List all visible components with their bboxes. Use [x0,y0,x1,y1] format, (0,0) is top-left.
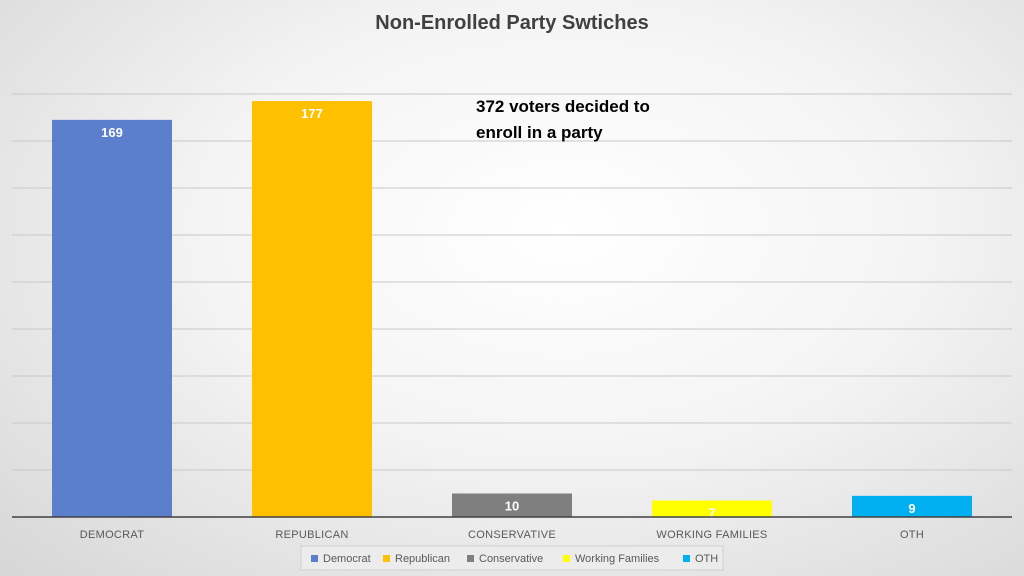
legend-swatch-oth [683,555,690,562]
data-label-conservative: 10 [505,499,519,514]
bars [52,101,972,518]
x-axis-tick-labels: DEMOCRAT REPUBLICAN CONSERVATIVE WORKING FA… [80,529,924,541]
chart-title: Non-Enrolled Party Swtiches [375,12,648,34]
bar-working-families [652,500,772,517]
data-label-oth: 9 [908,501,915,516]
tick-label-democrat: DEMOCRAT [80,529,145,541]
tick-label-conservative: CONSERVATIVE [468,529,556,541]
tick-label-oth: OTH [900,529,924,541]
tick-label-republican: REPUBLICAN [275,529,348,541]
data-label-republican: 177 [301,106,323,121]
data-labels: 169 177 10 7 9 [101,106,915,521]
legend-box [300,545,724,571]
legend-label-republican: Republican [395,553,450,565]
legend-swatch-working-families [563,555,570,562]
annotation-line-2: enroll in a party [476,123,603,142]
data-label-working-families: 7 [708,506,715,521]
tick-label-working-families: WORKING FAMILIES [656,529,767,541]
bar-democrat [52,119,172,517]
legend-label-working-families: Working Families [575,553,660,565]
legend-label-oth: OTH [695,553,718,565]
legend-swatch-democrat [311,555,318,562]
annotation: 372 voters decided to enroll in a party [476,97,650,142]
bar-republican [252,101,372,518]
legend-swatch-republican [383,555,390,562]
gridlines [12,93,1012,471]
legend-swatch-conservative [467,555,474,562]
bar-oth [852,495,972,517]
legend-label-democrat: Democrat [323,553,371,565]
legend-label-conservative: Conservative [479,553,543,565]
data-label-democrat: 169 [101,125,123,140]
legend: Democrat Republican Conservative Working Fa… [300,545,724,571]
annotation-line-1: 372 voters decided to [476,97,650,116]
bar-conservative [452,493,572,517]
